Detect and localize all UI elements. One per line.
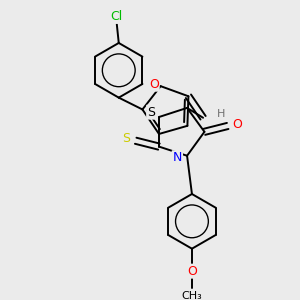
Text: O: O [187, 265, 197, 278]
Text: N: N [172, 151, 182, 164]
Text: S: S [122, 132, 130, 145]
Text: CH₃: CH₃ [182, 291, 202, 300]
Text: O: O [149, 78, 159, 91]
Text: S: S [147, 106, 155, 118]
Text: O: O [232, 118, 242, 130]
Text: Cl: Cl [111, 10, 123, 23]
Text: H: H [217, 109, 225, 119]
